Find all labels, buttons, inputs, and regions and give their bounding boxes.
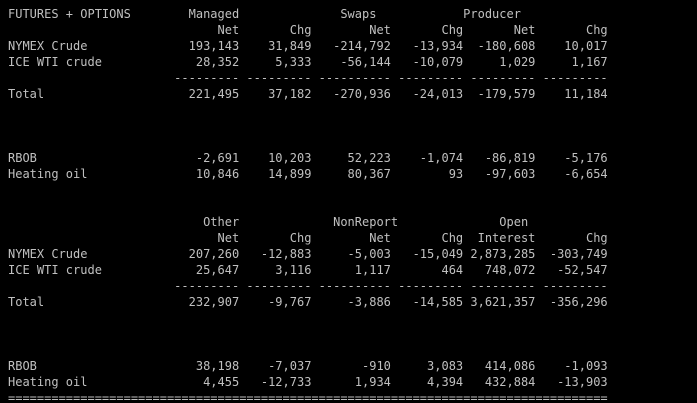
terminal-line: Total 232,907 -9,767 -3,886 -14,585 3,62… <box>8 295 608 309</box>
terminal-line: Heating oil 10,846 14,899 80,367 93 -97,… <box>8 167 608 181</box>
terminal-line: --------- --------- ---------- ---------… <box>8 71 608 85</box>
terminal-line: NYMEX Crude 193,143 31,849 -214,792 -13,… <box>8 39 608 53</box>
terminal-line: --------- --------- ---------- ---------… <box>8 279 608 293</box>
terminal-line: Net Chg Net Chg Net Chg <box>8 23 608 37</box>
terminal-line: RBOB -2,691 10,203 52,223 -1,074 -86,819… <box>8 151 608 165</box>
terminal-line: ========================================… <box>8 391 608 403</box>
terminal-line: ICE WTI crude 28,352 5,333 -56,144 -10,0… <box>8 55 608 69</box>
terminal-line: ICE WTI crude 25,647 3,116 1,117 464 748… <box>8 263 608 277</box>
terminal-line: Other NonReport Open <box>8 215 529 229</box>
terminal-line: NYMEX Crude 207,260 -12,883 -5,003 -15,0… <box>8 247 608 261</box>
terminal-line: RBOB 38,198 -7,037 -910 3,083 414,086 -1… <box>8 359 608 373</box>
terminal-line: Total 221,495 37,182 -270,936 -24,013 -1… <box>8 87 608 101</box>
terminal-line: Heating oil 4,455 -12,733 1,934 4,394 43… <box>8 375 608 389</box>
terminal-line: FUTURES + OPTIONS Managed Swaps Producer <box>8 7 521 21</box>
terminal-line: Net Chg Net Chg Interest Chg <box>8 231 608 245</box>
